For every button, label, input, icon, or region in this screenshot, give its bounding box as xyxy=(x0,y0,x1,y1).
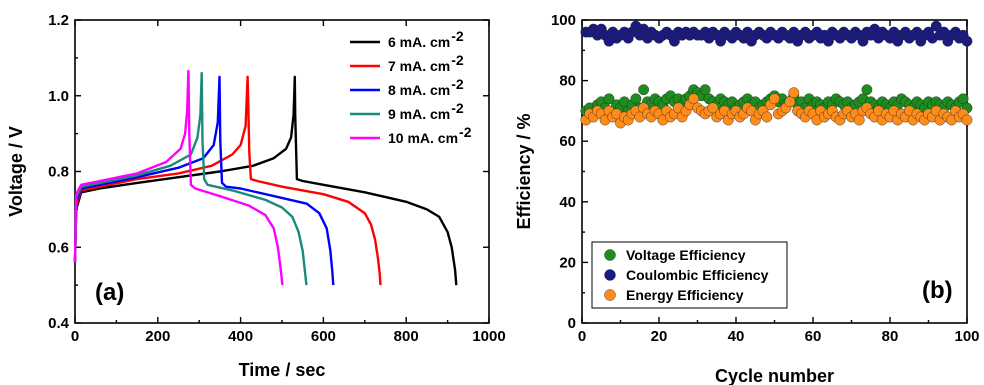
scatter-point-1 xyxy=(930,20,942,32)
scatter-point-1 xyxy=(961,35,973,47)
scatter-point-2 xyxy=(688,93,699,105)
x-tick-label: 0 xyxy=(578,328,586,345)
legend-marker-0 xyxy=(604,249,616,261)
y-axis-title: Efficiency / % xyxy=(514,113,534,229)
x-tick-label: 40 xyxy=(728,328,745,345)
legend-box xyxy=(591,241,788,309)
legend-label-1: 7 mA. cm xyxy=(388,58,450,74)
scatter-point-2 xyxy=(769,93,780,105)
legend-label-0: 6 mA. cm xyxy=(388,34,450,50)
panel-label-a: (a) xyxy=(95,279,124,306)
series-line-0 xyxy=(73,75,458,286)
legend-label-3: 9 mA. cm xyxy=(388,106,450,122)
series-line-3 xyxy=(73,71,308,286)
scatter-point-2 xyxy=(707,102,719,114)
y-tick-label: 80 xyxy=(559,73,576,90)
legend-superscript-0: -2 xyxy=(451,28,464,44)
y-axis-title: Voltage / V xyxy=(6,126,26,217)
y-tick-label: 40 xyxy=(559,194,576,211)
legend-label-2: Energy Efficiency xyxy=(626,287,744,303)
legend-label-0: Voltage Efficiency xyxy=(626,247,746,263)
y-tick-label: 60 xyxy=(559,133,576,150)
x-tick-label: 80 xyxy=(882,328,899,345)
y-tick-label: 0.6 xyxy=(48,239,69,256)
x-tick-label: 20 xyxy=(651,328,668,345)
scatter-point-2 xyxy=(853,114,865,126)
y-tick-label: 1.2 xyxy=(48,12,69,29)
legend-marker-2 xyxy=(604,289,616,301)
scatter-point-0 xyxy=(861,84,873,96)
scatter-point-0 xyxy=(630,93,642,105)
legend-superscript-3: -2 xyxy=(451,100,464,116)
legend-label-1: Coulombic Efficiency xyxy=(626,267,769,283)
legend-superscript-4: -2 xyxy=(459,124,472,140)
scatter-point-0 xyxy=(638,84,649,96)
legend-superscript-2: -2 xyxy=(451,76,464,92)
series-line-4 xyxy=(73,69,284,286)
panel-b-efficiency-chart: 0 20 40 60 80 100 0 20 40 60 80 100 Cycle number Effi… xyxy=(514,12,980,385)
x-tick-label: 400 xyxy=(228,328,253,345)
scatter-point-2 xyxy=(784,96,796,108)
scatter-point-2 xyxy=(761,111,773,123)
y-tick-label: 100 xyxy=(551,12,576,29)
scatter-point-1 xyxy=(669,35,680,47)
legend-label-2: 8 mA. cm xyxy=(388,82,450,98)
x-axis-title: Time / sec xyxy=(239,360,326,380)
legend-label-4: 10 mA. cm xyxy=(388,130,458,146)
x-tick-label: 1000 xyxy=(472,328,505,345)
y-tick-label: 20 xyxy=(559,254,576,271)
scatter-point-1 xyxy=(715,35,726,47)
y-tick-label: 0.4 xyxy=(48,315,70,332)
x-tick-label: 800 xyxy=(394,328,419,345)
legend-marker-1 xyxy=(604,269,616,281)
y-tick-label: 1.0 xyxy=(48,88,69,105)
scatter-point-2 xyxy=(961,114,973,126)
series-line-1 xyxy=(73,75,382,286)
series-line-2 xyxy=(73,75,335,286)
x-tick-label: 100 xyxy=(954,328,979,345)
y-tick-label: 0 xyxy=(568,315,576,332)
x-axis-title: Cycle number xyxy=(715,366,834,385)
panel-a-voltage-chart: 0 200 400 600 800 1000 0.4 0.6 0.8 1.0 1.2 Time / s… xyxy=(6,12,506,380)
x-tick-label: 60 xyxy=(805,328,822,345)
x-tick-label: 200 xyxy=(145,328,170,345)
x-tick-label: 600 xyxy=(311,328,336,345)
scatter-point-1 xyxy=(823,35,834,47)
x-tick-label: 0 xyxy=(71,328,79,345)
scatter-point-0 xyxy=(603,93,615,105)
scatter-point-0 xyxy=(699,84,711,96)
scatter-point-1 xyxy=(857,35,869,47)
scatter-point-2 xyxy=(788,87,800,99)
y-tick-label: 0.8 xyxy=(48,164,69,181)
legend-superscript-1: -2 xyxy=(451,52,464,68)
scatter-point-0 xyxy=(957,93,969,105)
panel-label-b: (b) xyxy=(922,277,953,304)
